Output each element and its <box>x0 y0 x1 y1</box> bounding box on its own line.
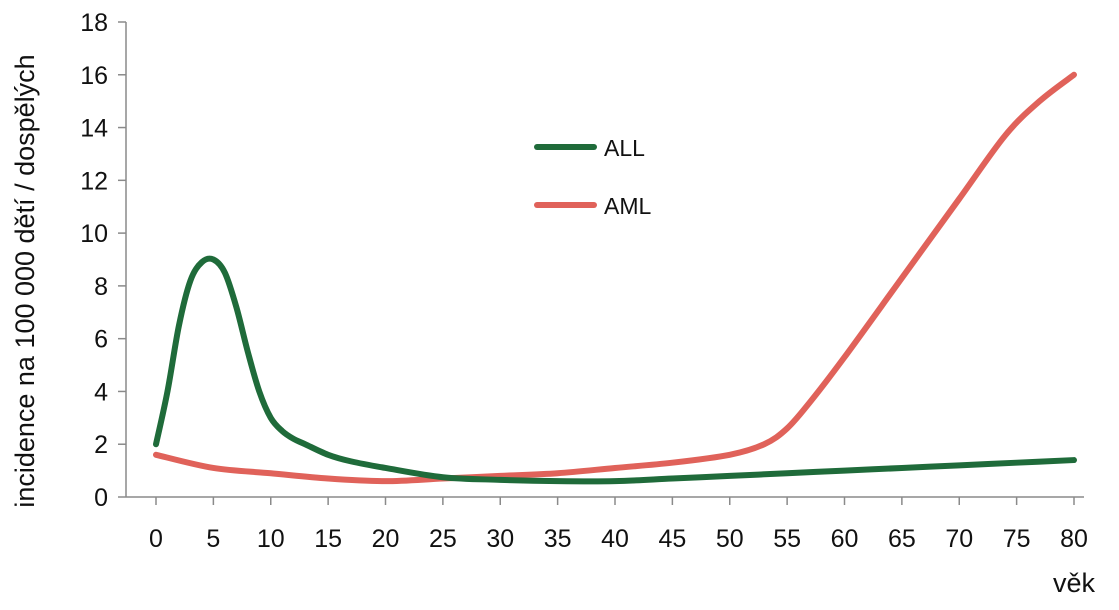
y-tick-label: 12 <box>80 167 108 195</box>
x-tick-label: 30 <box>486 525 514 553</box>
y-tick-label: 8 <box>94 273 108 301</box>
x-tick-label: 60 <box>831 525 859 553</box>
legend: ALL AML <box>534 135 652 219</box>
x-tick-label: 35 <box>544 525 572 553</box>
y-tick-label: 16 <box>80 62 108 90</box>
x-tick-label: 50 <box>716 525 744 553</box>
y-axis-title: incidence na 100 000 dětí / dospělých <box>10 54 40 507</box>
y-tick-label: 0 <box>94 484 108 512</box>
x-tick-label: 65 <box>888 525 916 553</box>
series-line-aml <box>153 71 1077 485</box>
series-line-all <box>153 255 1077 485</box>
x-tick-label: 45 <box>658 525 686 553</box>
x-tick-label: 70 <box>945 525 973 553</box>
x-axis-title: věk <box>1053 568 1096 598</box>
x-tick-label: 20 <box>372 525 400 553</box>
legend-label-all: ALL <box>604 135 645 161</box>
x-tick-label: 80 <box>1060 525 1088 553</box>
y-tick-label: 2 <box>94 431 108 459</box>
x-tick-label: 40 <box>601 525 629 553</box>
y-tick-label: 10 <box>80 220 108 248</box>
x-tick-label: 25 <box>429 525 457 553</box>
y-tick-label: 6 <box>94 326 108 354</box>
x-tick-label: 0 <box>149 525 163 553</box>
series-lines <box>153 71 1077 485</box>
y-tick-label: 18 <box>80 9 108 37</box>
x-tick-label: 55 <box>773 525 801 553</box>
x-tick-label: 5 <box>206 525 220 553</box>
y-tick-label: 14 <box>80 115 108 143</box>
x-tick-label: 75 <box>1003 525 1031 553</box>
x-tick-label: 10 <box>257 525 285 553</box>
axes: 0 2 4 6 8 10 12 14 16 18 0 5 10 15 20 25 30 35 40 45 50 55 60 6… <box>80 9 1088 553</box>
y-tick-label: 4 <box>94 378 108 406</box>
x-tick-label: 15 <box>314 525 342 553</box>
legend-label-aml: AML <box>604 193 652 219</box>
